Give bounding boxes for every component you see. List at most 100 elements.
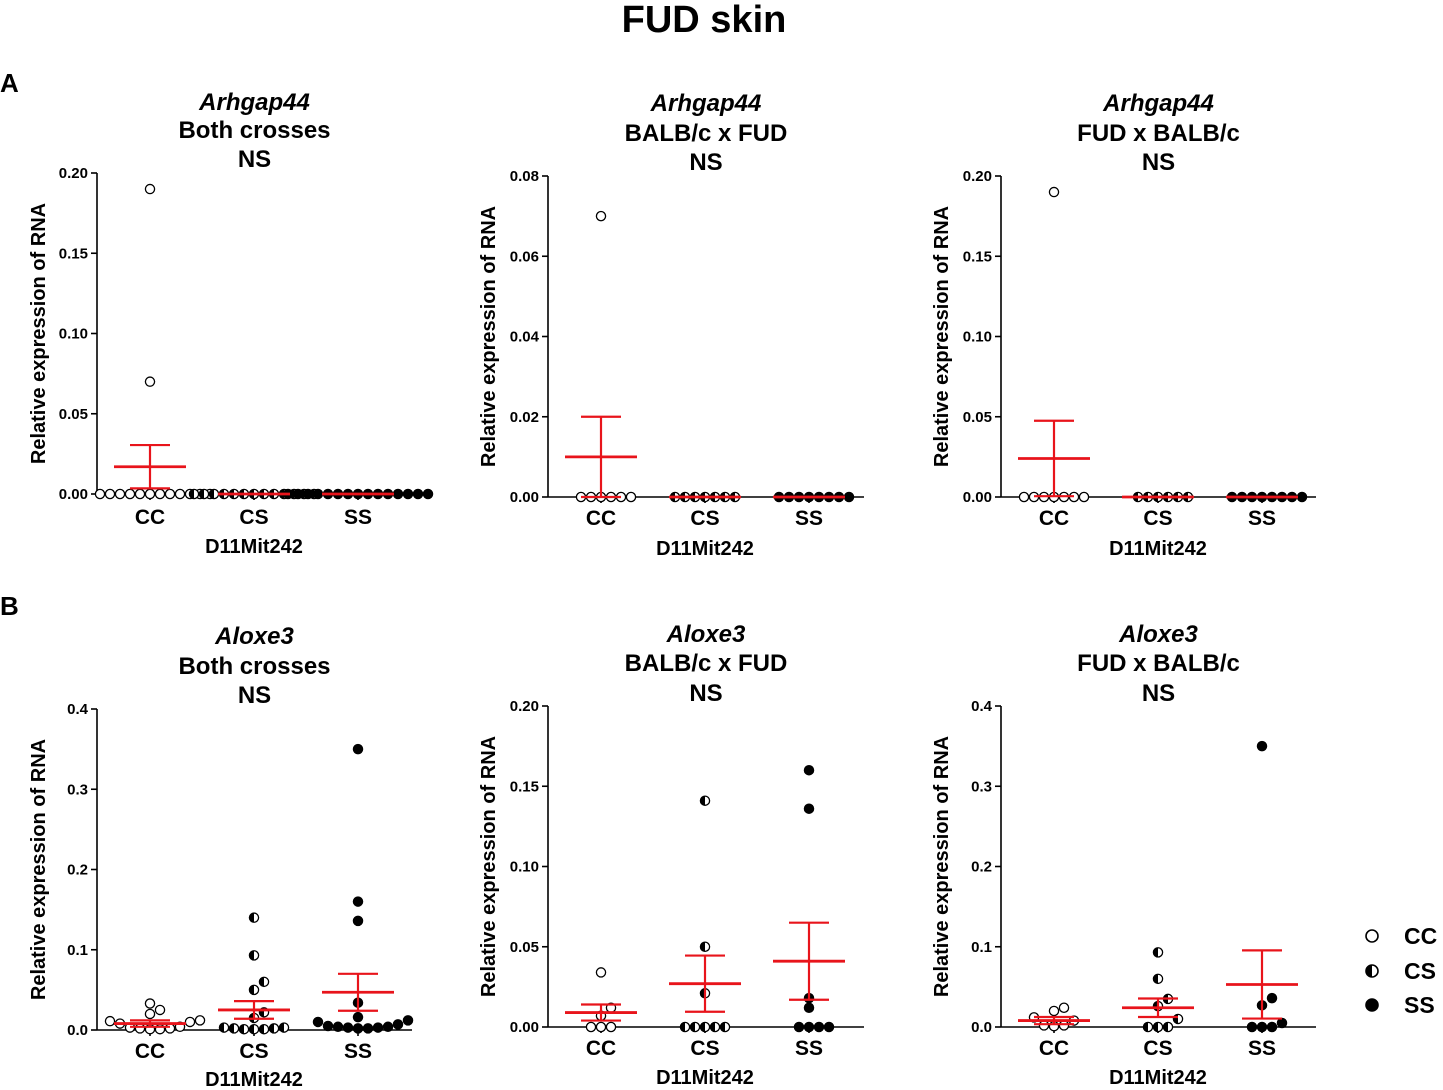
x-tick-label-cc: CC xyxy=(1039,1037,1069,1060)
data-point-ss xyxy=(803,1002,815,1013)
y-tick-label: 0.2 xyxy=(67,862,88,879)
y-tick-label: 0.00 xyxy=(59,486,88,503)
x-axis-label: D11Mit242 xyxy=(205,536,303,558)
y-tick-label: 0.20 xyxy=(510,698,539,715)
y-tick-label: 0.04 xyxy=(510,329,540,346)
data-point-cs xyxy=(218,1022,230,1033)
data-point-cs xyxy=(228,1023,240,1034)
x-tick-label-cs: CS xyxy=(1143,1037,1172,1060)
data-point-cc xyxy=(625,491,637,503)
y-tick-label: 0.10 xyxy=(963,329,992,346)
y-axis-label: Relative expression of RNA xyxy=(931,736,953,997)
data-point-cs xyxy=(1142,1021,1154,1033)
x-axis-label: D11Mit242 xyxy=(656,538,754,560)
data-point-cc xyxy=(194,1015,206,1026)
data-point-ss xyxy=(1256,1021,1268,1033)
data-point-ss xyxy=(803,1021,815,1033)
x-tick-label-cs: CS xyxy=(239,506,268,529)
x-tick-label-ss: SS xyxy=(795,507,823,530)
y-tick-label: 0.0 xyxy=(67,1022,88,1039)
x-tick-label-cs: CS xyxy=(690,507,719,530)
data-point-cs xyxy=(278,1022,290,1033)
legend-half-circle-fill xyxy=(1366,965,1372,977)
y-tick-label: 0.4 xyxy=(971,698,993,715)
mean-sem-ss xyxy=(773,921,845,1001)
chart-cross-title: BALB/c x FUD xyxy=(625,120,788,147)
data-point-cc xyxy=(104,1015,116,1027)
data-point-cs xyxy=(689,1021,701,1033)
data-point-cc xyxy=(1038,1020,1050,1031)
data-point-cs xyxy=(719,1021,731,1033)
chart-significance-label: NS xyxy=(689,149,722,176)
data-point-cc xyxy=(144,376,156,387)
data-point-cs xyxy=(248,1023,260,1035)
data-point-cc xyxy=(144,183,156,195)
data-point-ss xyxy=(392,1019,404,1030)
data-point-ss xyxy=(292,488,304,500)
data-point-ss xyxy=(1296,491,1308,503)
chart-gene-title: Aloxe3 xyxy=(214,623,294,650)
chart-significance-label: NS xyxy=(238,146,271,173)
data-point-cc xyxy=(595,210,607,222)
y-axis-label: Relative expression of RNA xyxy=(478,736,500,997)
data-point-ss xyxy=(402,488,414,500)
legend-label-ss: SS xyxy=(1404,992,1435,1018)
data-point-ss xyxy=(332,1021,344,1033)
mean-sem-ss xyxy=(322,972,394,1012)
data-point-cs xyxy=(1172,1013,1184,1025)
chart-significance-label: NS xyxy=(1142,149,1175,176)
data-point-cc xyxy=(174,488,186,500)
legend-entry-cs: CS xyxy=(1365,958,1436,984)
x-tick-label-ss: SS xyxy=(1248,507,1276,530)
data-point-cs xyxy=(238,1023,250,1035)
y-tick-label: 0.05 xyxy=(510,939,539,956)
data-point-cc xyxy=(1078,491,1090,503)
y-axis-label: Relative expression of RNA xyxy=(478,206,500,467)
data-point-cc xyxy=(154,488,166,500)
mean-sem-cs xyxy=(218,1000,290,1020)
y-axis-label: Relative expression of RNA xyxy=(28,739,50,1000)
data-point-cc xyxy=(595,967,607,978)
data-point-ss xyxy=(813,1021,825,1033)
y-tick-label: 0.1 xyxy=(67,942,88,959)
data-point-ss xyxy=(793,1021,805,1033)
data-point-ss xyxy=(372,1022,384,1033)
y-tick-label: 0.4 xyxy=(67,701,89,718)
chart-gene-title: Arhgap44 xyxy=(650,90,762,117)
chart-cross-title: FUD x BALB/c xyxy=(1077,120,1240,147)
data-point-ss xyxy=(843,491,855,503)
data-point-ss xyxy=(342,1022,354,1033)
x-tick-label-cc: CC xyxy=(1039,507,1069,530)
legend: CC CS SS xyxy=(1365,923,1437,1018)
legend-entry-ss: SS xyxy=(1365,992,1435,1018)
data-point-ss xyxy=(1256,740,1268,752)
y-tick-label: 0.05 xyxy=(59,406,88,423)
data-point-ss xyxy=(392,488,404,500)
chart-cross-title: Both crosses xyxy=(178,117,330,144)
mean-sem-cc xyxy=(114,443,186,490)
data-point-ss xyxy=(1266,992,1278,1004)
chart-gene-title: Arhgap44 xyxy=(1102,90,1214,117)
mean-sem-cc xyxy=(1018,1015,1090,1026)
data-point-cs xyxy=(1152,1021,1164,1033)
legend-label-cc: CC xyxy=(1404,923,1437,949)
data-point-cs xyxy=(248,984,260,996)
x-tick-label-cc: CC xyxy=(135,506,165,529)
y-tick-label: 0.0 xyxy=(971,1019,992,1036)
y-tick-label: 0.06 xyxy=(510,248,539,265)
x-tick-label-cc: CC xyxy=(586,1037,616,1060)
data-point-ss xyxy=(1246,1021,1258,1033)
mean-sem-cc xyxy=(114,1019,186,1028)
y-axis-label: Relative expression of RNA xyxy=(931,206,953,467)
chart-3: Arhgap44 FUD x BALB/cNS 0.00 0.05 0.10 0.15 0.… xyxy=(931,90,1316,560)
data-point-ss xyxy=(402,1015,414,1026)
data-point-cs xyxy=(679,1021,691,1033)
x-axis-label: D11Mit242 xyxy=(656,1067,754,1089)
y-tick-label: 0.15 xyxy=(963,248,992,265)
x-axis-label: D11Mit242 xyxy=(1109,1067,1207,1089)
x-tick-label-ss: SS xyxy=(795,1037,823,1060)
x-tick-label-ss: SS xyxy=(344,506,372,529)
